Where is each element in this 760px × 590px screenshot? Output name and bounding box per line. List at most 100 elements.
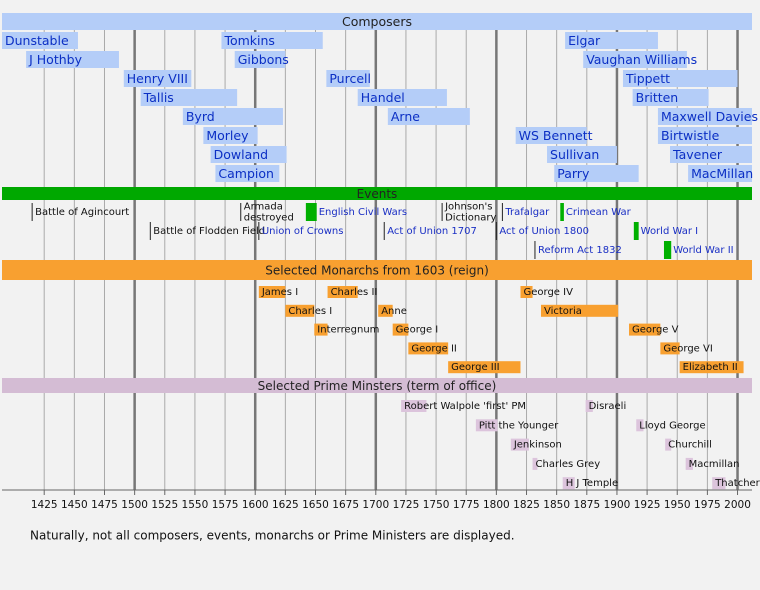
event-label: Trafalgar bbox=[504, 207, 550, 218]
period-bar bbox=[622, 70, 738, 87]
period-label: J Hothby bbox=[28, 52, 82, 67]
period-bar bbox=[2, 32, 78, 49]
period-bar bbox=[203, 127, 258, 144]
x-tick-label: 1725 bbox=[393, 499, 420, 511]
period-label: George III bbox=[451, 362, 499, 373]
period-label: Tomkins bbox=[223, 33, 274, 48]
period-bar bbox=[585, 400, 593, 412]
period-label: Charles I bbox=[288, 306, 332, 317]
period-bar bbox=[401, 400, 427, 412]
period-label: Britten bbox=[636, 90, 679, 105]
period-label: George I bbox=[396, 325, 439, 336]
section-title: Composers bbox=[342, 14, 412, 29]
x-tick-label: 1450 bbox=[61, 499, 88, 511]
period-label: Arne bbox=[391, 109, 420, 124]
x-tick-label: 1625 bbox=[272, 499, 299, 511]
section-header bbox=[2, 187, 752, 200]
period-bar bbox=[258, 286, 286, 298]
period-bar bbox=[685, 457, 693, 470]
event-label: Battle of Agincourt bbox=[35, 207, 129, 218]
period-bar bbox=[532, 457, 538, 470]
period-label: Macmillan bbox=[689, 459, 740, 470]
period-bar bbox=[636, 419, 644, 432]
period-bar bbox=[357, 89, 447, 106]
period-label: H J Temple bbox=[566, 478, 618, 489]
event-bar bbox=[560, 203, 564, 221]
x-tick-label: 1425 bbox=[31, 499, 58, 511]
period-bar bbox=[392, 323, 409, 336]
period-bar bbox=[378, 304, 393, 317]
period-label: Parry bbox=[557, 166, 590, 181]
event-label: World War I bbox=[641, 226, 698, 237]
period-label: WS Bennett bbox=[519, 128, 593, 143]
period-bar bbox=[712, 477, 726, 490]
period-bar bbox=[475, 419, 498, 432]
period-bar bbox=[182, 108, 283, 125]
period-label: Thatcher bbox=[714, 478, 760, 489]
period-label: Tippett bbox=[625, 71, 670, 86]
x-tick-label: 1900 bbox=[604, 499, 631, 511]
event-label: World War II bbox=[673, 245, 733, 256]
period-label: Charles II bbox=[331, 287, 378, 298]
event-label: Act of Union 1800 bbox=[499, 226, 589, 237]
grid bbox=[43, 13, 739, 490]
period-label: Churchill bbox=[668, 440, 712, 451]
period-bar bbox=[540, 304, 619, 317]
x-tick-label: 1550 bbox=[182, 499, 209, 511]
event-label: Dictionary bbox=[445, 213, 496, 224]
period-bar bbox=[515, 127, 587, 144]
period-bar bbox=[554, 165, 639, 182]
period-bar bbox=[632, 89, 709, 106]
event-label: destroyed bbox=[244, 213, 294, 224]
x-tick-label: 1600 bbox=[242, 499, 269, 511]
period-label: Dunstable bbox=[5, 33, 69, 48]
x-tick-label: 1675 bbox=[332, 499, 359, 511]
x-tick-label: 1925 bbox=[634, 499, 661, 511]
period-label: Victoria bbox=[544, 306, 582, 317]
period-label: Sullivan bbox=[550, 147, 599, 162]
period-bar bbox=[387, 108, 470, 125]
period-label: Pitt the Younger bbox=[479, 420, 559, 431]
period-label: Tavener bbox=[672, 147, 723, 162]
period-bar bbox=[327, 286, 358, 298]
x-tick-label: 1500 bbox=[121, 499, 148, 511]
x-tick-label: 1575 bbox=[212, 499, 239, 511]
period-label: Maxwell Davies bbox=[661, 109, 758, 124]
period-bar bbox=[448, 361, 521, 374]
period-bar bbox=[629, 323, 661, 336]
x-tick-label: 1750 bbox=[423, 499, 450, 511]
period-label: Charles Grey bbox=[536, 459, 601, 470]
period-bar bbox=[210, 146, 287, 163]
period-label: George V bbox=[632, 325, 679, 336]
x-tick-label: 2000 bbox=[724, 499, 751, 511]
period-label: Birtwistle bbox=[661, 128, 720, 143]
period-bar bbox=[660, 342, 680, 355]
period-label: Handel bbox=[361, 90, 405, 105]
event-label: English Civil Wars bbox=[319, 207, 407, 218]
period-label: George VI bbox=[663, 343, 712, 354]
period-label: Campion bbox=[218, 166, 274, 181]
period-label: Byrd bbox=[186, 109, 215, 124]
event-label: Armada bbox=[244, 202, 283, 213]
x-tick-label: 1475 bbox=[91, 499, 118, 511]
period-label: Interregnum bbox=[317, 325, 379, 336]
period-bar bbox=[670, 146, 752, 163]
x-tick-label: 1650 bbox=[302, 499, 329, 511]
period-label: MacMillan bbox=[691, 166, 753, 181]
period-bar bbox=[583, 51, 687, 68]
section-header bbox=[2, 260, 752, 280]
period-label: Henry VIII bbox=[127, 71, 188, 86]
period-label: Jenkinson bbox=[513, 440, 562, 451]
period-bar bbox=[688, 165, 752, 182]
event-bar bbox=[305, 203, 317, 221]
event-label: Act of Union 1707 bbox=[387, 226, 477, 237]
period-label: George II bbox=[411, 343, 457, 354]
event-label: Reform Act 1832 bbox=[538, 245, 622, 256]
period-bar bbox=[510, 438, 529, 451]
event-label: Crimean War bbox=[566, 207, 632, 218]
event-label: Battle of Flodden Field bbox=[153, 226, 265, 237]
period-bar bbox=[520, 286, 533, 298]
period-bar bbox=[547, 146, 617, 163]
x-tick-label: 1525 bbox=[151, 499, 178, 511]
event-label: Union of Crowns bbox=[262, 226, 344, 237]
